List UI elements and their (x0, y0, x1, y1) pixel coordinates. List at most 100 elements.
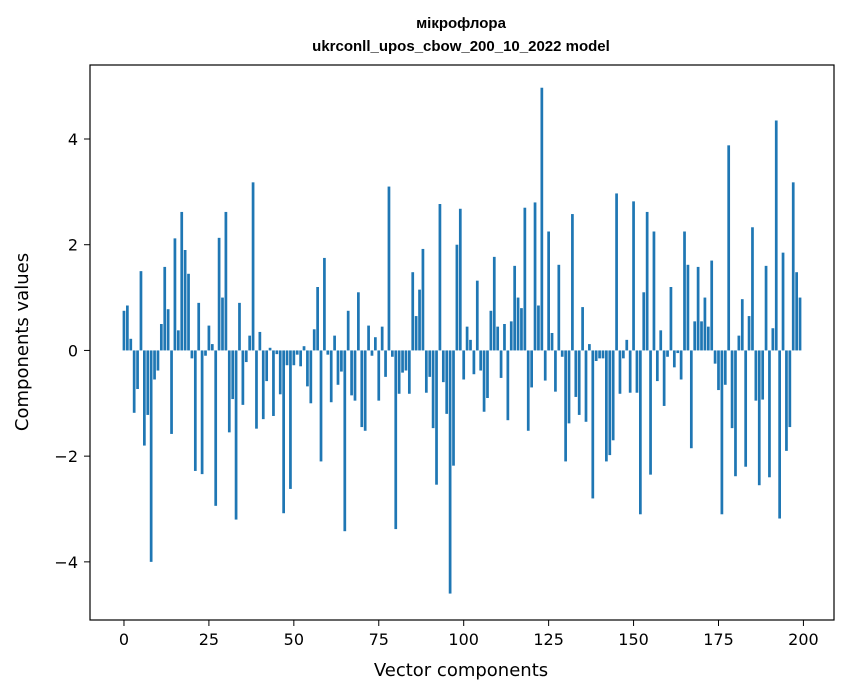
bar (428, 350, 432, 377)
bar (564, 350, 567, 462)
bar (336, 350, 340, 385)
bar (377, 350, 381, 401)
bar (143, 350, 146, 446)
bar (411, 272, 415, 351)
bar (329, 350, 333, 403)
bar (771, 328, 775, 351)
x-tick-label: 175 (703, 630, 734, 649)
bar (554, 350, 557, 392)
bar (492, 256, 496, 351)
bar (645, 211, 649, 351)
bar (475, 280, 479, 351)
bar (401, 350, 404, 373)
x-tick-label: 0 (119, 630, 129, 649)
bar (319, 350, 323, 462)
bar (659, 330, 663, 351)
bar (261, 350, 265, 420)
bar (397, 350, 401, 394)
bar (543, 350, 547, 381)
bar (285, 350, 289, 366)
bar (414, 316, 418, 351)
bar (346, 310, 350, 351)
x-tick-label: 75 (369, 630, 389, 649)
bar (227, 350, 231, 433)
bar (747, 316, 751, 351)
bar (363, 350, 367, 431)
bar (173, 238, 177, 351)
bar (530, 350, 533, 388)
bar (214, 350, 218, 506)
bar (768, 350, 771, 478)
chart-title: мікрофлора (416, 15, 507, 32)
y-tick-label: 4 (68, 130, 78, 149)
bar (482, 350, 486, 412)
bar (649, 350, 652, 475)
bar (754, 350, 758, 401)
bar (710, 260, 714, 351)
bar (302, 346, 306, 351)
bar (122, 310, 126, 351)
bar (458, 208, 462, 351)
bar (720, 350, 724, 515)
bar (737, 335, 741, 351)
bar (577, 350, 581, 415)
bar (761, 350, 765, 400)
bar (686, 264, 690, 351)
y-tick-label: −2 (54, 447, 78, 466)
bar (679, 350, 683, 380)
bar (374, 337, 377, 351)
bar (248, 335, 252, 351)
x-tick-label: 200 (788, 630, 819, 649)
bar (360, 350, 364, 428)
bar (795, 272, 798, 351)
bar (533, 202, 537, 351)
bar (251, 182, 255, 351)
bar (503, 324, 506, 351)
bar (560, 350, 564, 357)
bar (387, 186, 391, 351)
bar (370, 350, 374, 356)
bar (788, 350, 792, 428)
bar (394, 350, 398, 530)
bar (163, 266, 167, 351)
bar (730, 350, 734, 429)
bar (326, 350, 330, 355)
bar (312, 329, 316, 351)
bar (448, 350, 452, 594)
bar (159, 324, 163, 351)
bar (231, 350, 235, 400)
x-tick-label: 100 (448, 630, 479, 649)
bar (238, 302, 241, 351)
bar (357, 292, 360, 351)
bar (156, 350, 160, 371)
bar (292, 350, 296, 366)
bar (574, 350, 578, 397)
bar (781, 252, 785, 351)
bar (791, 182, 795, 351)
bar (652, 231, 656, 351)
bar (506, 350, 510, 421)
bar (751, 227, 754, 351)
bar (486, 350, 489, 398)
bar (740, 299, 744, 351)
bar (380, 326, 384, 351)
y-axis-ticks: −4 −2 0 2 4 (54, 130, 90, 572)
bar (727, 145, 731, 351)
bar (316, 287, 319, 351)
bar (204, 350, 207, 356)
bar (778, 350, 781, 519)
x-tick-label: 150 (618, 630, 649, 649)
bar (299, 350, 302, 367)
bar (462, 350, 466, 380)
bar (509, 321, 513, 351)
bar (149, 350, 153, 562)
bar (516, 297, 520, 351)
bar (207, 325, 211, 351)
bar (594, 350, 598, 361)
bar (537, 305, 540, 351)
bar (526, 350, 530, 431)
bar (618, 350, 622, 394)
bar (244, 350, 248, 363)
bar (632, 201, 635, 351)
bar (407, 350, 411, 394)
